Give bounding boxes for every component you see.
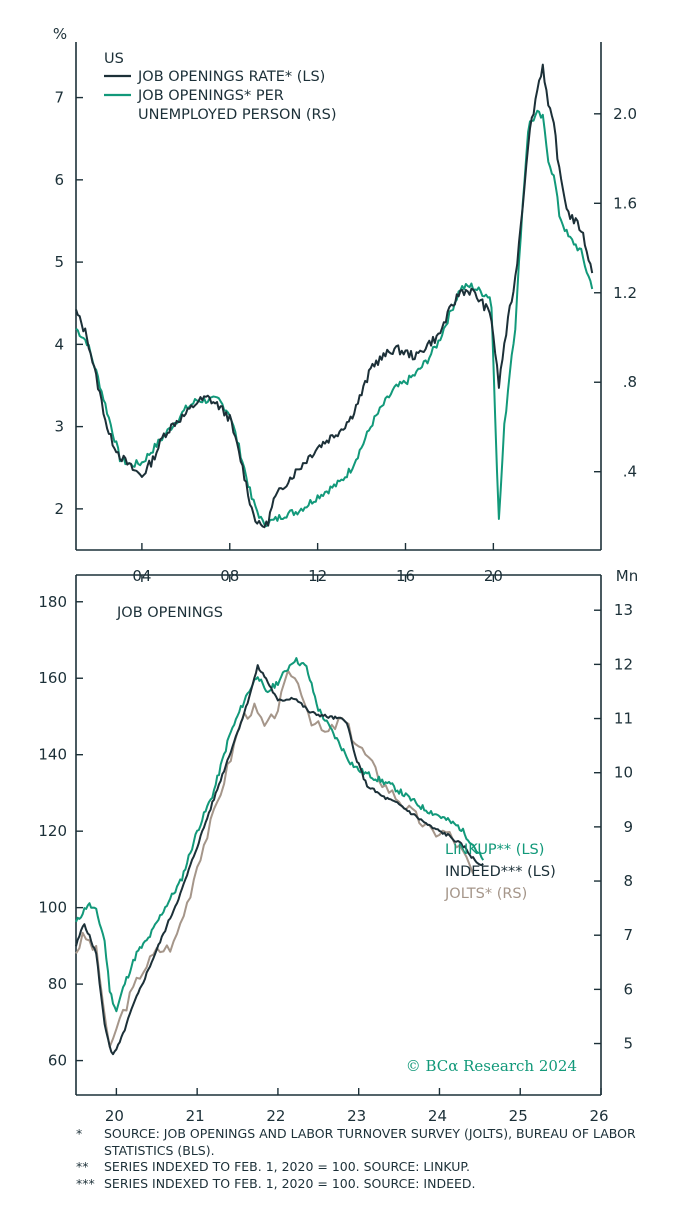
left-tick-label: 3 [54,418,64,436]
legend-label: INDEED*** (LS) [445,864,556,880]
left-tick-label: 6 [54,171,64,189]
footnote-1: * SOURCE: JOB OPENINGS AND LABOR TURNOVE… [76,1126,676,1159]
x-tick-label: 26 [589,1107,608,1125]
legend-label: JOB OPENINGS* PER UNEMPLOYED PERSON (RS) [137,88,337,123]
panel-title: US [104,51,124,67]
footnote-text: SERIES INDEXED TO FEB. 1, 2020 = 100. SO… [104,1175,476,1191]
right-tick-label: 8 [623,872,633,890]
footnote-mark: ** [76,1159,89,1174]
legend-label: JOB OPENINGS RATE* (LS) [137,69,325,85]
legend-label: JOLTS* (RS) [444,886,527,902]
footnote-2: ** SERIES INDEXED TO FEB. 1, 2020 = 100.… [76,1159,676,1176]
left-tick-label: 140 [38,746,67,764]
legend-label-line: UNEMPLOYED PERSON (RS) [138,107,337,123]
left-tick-label: 2 [54,500,64,518]
left-tick-label: 160 [38,669,67,687]
top-panel: % 2 3 4 5 6 7 .4 .8 1.2 1.6 2.0 US JOB OPENINGS RATE*… [53,25,637,551]
legend-label-line: JOB OPENINGS* PER [137,88,284,104]
footnote-text: SOURCE: JOB OPENINGS AND LABOR TURNOVER … [104,1126,636,1158]
x-tick-label: 16 [396,567,415,585]
x-tick-label: 20 [484,567,503,585]
series-line-1 [75,664,484,1056]
x-tick-label: 21 [186,1107,205,1125]
left-tick-label: 5 [54,253,64,271]
left-tick-label: 7 [54,89,64,107]
footnote-mark: * [76,1126,83,1141]
footnote-3: *** SERIES INDEXED TO FEB. 1, 2020 = 100… [76,1176,676,1193]
left-tick-label: 120 [38,822,67,840]
x-tick-label: 24 [428,1107,447,1125]
right-tick-label: .4 [623,463,637,481]
footnotes: * SOURCE: JOB OPENINGS AND LABOR TURNOVE… [76,1126,676,1192]
bcar-credit: © BCα Research 2024 [406,1057,577,1075]
x-tick-label: 25 [509,1107,528,1125]
series-line-1 [75,109,594,528]
x-tick-label: 20 [105,1107,124,1125]
right-tick-label: 1.6 [613,194,637,212]
series-line-0 [75,63,594,529]
x-tick-label: 08 [220,567,239,585]
right-tick-label: 10 [614,764,633,782]
left-tick-label: 60 [48,1052,67,1070]
right-tick-label: 2.0 [613,105,637,123]
right-tick-label: 13 [614,601,633,619]
left-tick-label: 100 [38,899,67,917]
left-tick-label: 80 [48,975,67,993]
left-axis-unit: % [53,25,67,43]
left-tick-label: 180 [38,593,67,611]
footnote-text: SERIES INDEXED TO FEB. 1, 2020 = 100. SO… [104,1159,470,1174]
right-tick-label: 9 [623,818,633,836]
bottom-panel: Mn 04 08 12 16 20 60 80 100 120 140 160 180 5 6 7 8 9 10 11… [38,567,638,1125]
x-tick-label: 22 [266,1107,285,1125]
footnote-mark: *** [76,1175,95,1191]
right-tick-label: 11 [614,710,633,728]
legend-label: LINKUP** (LS) [445,842,544,858]
right-tick-label: 7 [623,926,633,944]
x-tick-label: 12 [308,567,327,585]
left-tick-label: 4 [54,335,64,353]
panel-title: JOB OPENINGS [116,605,223,621]
right-tick-label: 6 [623,980,633,998]
right-tick-label: 12 [614,655,633,673]
series-line-2 [75,669,475,1048]
right-tick-label: 5 [623,1035,633,1053]
x-tick-label: 23 [347,1107,366,1125]
x-tick-label: 04 [132,567,151,585]
right-axis-unit: Mn [616,567,638,585]
right-tick-label: 1.2 [613,284,637,302]
right-tick-label: .8 [623,373,637,391]
series-line-0 [75,657,485,1013]
